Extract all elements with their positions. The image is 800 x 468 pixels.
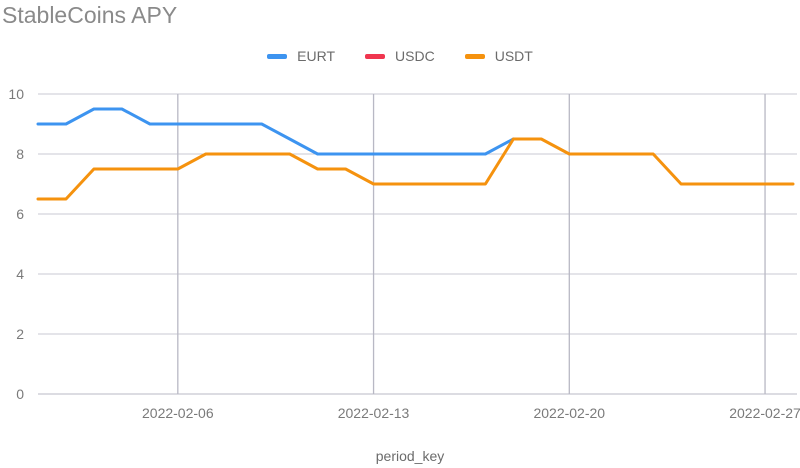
y-tick-label: 2	[16, 326, 24, 342]
legend-item-eurt[interactable]: EURT	[267, 48, 335, 64]
x-tick-label: 2022-02-06	[142, 405, 214, 421]
y-tick-label: 4	[16, 266, 24, 282]
legend-swatch-eurt	[267, 53, 288, 59]
x-tick-label: 2022-02-13	[338, 405, 410, 421]
x-tick-label: 2022-02-20	[533, 405, 605, 421]
legend-swatch-usdt	[464, 53, 485, 59]
legend: EURT USDC USDT	[0, 48, 800, 64]
legend-label-eurt: EURT	[297, 48, 336, 64]
x-axis-label: period_key	[375, 448, 445, 464]
series-line-eurt	[36, 107, 515, 156]
legend-item-usdc[interactable]: USDC	[365, 48, 435, 64]
legend-label-usdt: USDT	[494, 48, 533, 64]
y-tick-label: 6	[16, 206, 24, 222]
chart-title: StableCoins APY	[2, 2, 178, 28]
legend-item-usdt[interactable]: USDT	[464, 48, 533, 64]
series-line-usdt	[36, 137, 795, 201]
legend-label-usdc: USDC	[395, 48, 435, 64]
y-tick-label: 0	[16, 386, 24, 402]
y-tick-label: 10	[8, 86, 24, 102]
x-tick-label: 2022-02-27	[729, 405, 800, 421]
legend-swatch-usdc	[365, 53, 386, 59]
y-tick-label: 8	[16, 146, 24, 162]
